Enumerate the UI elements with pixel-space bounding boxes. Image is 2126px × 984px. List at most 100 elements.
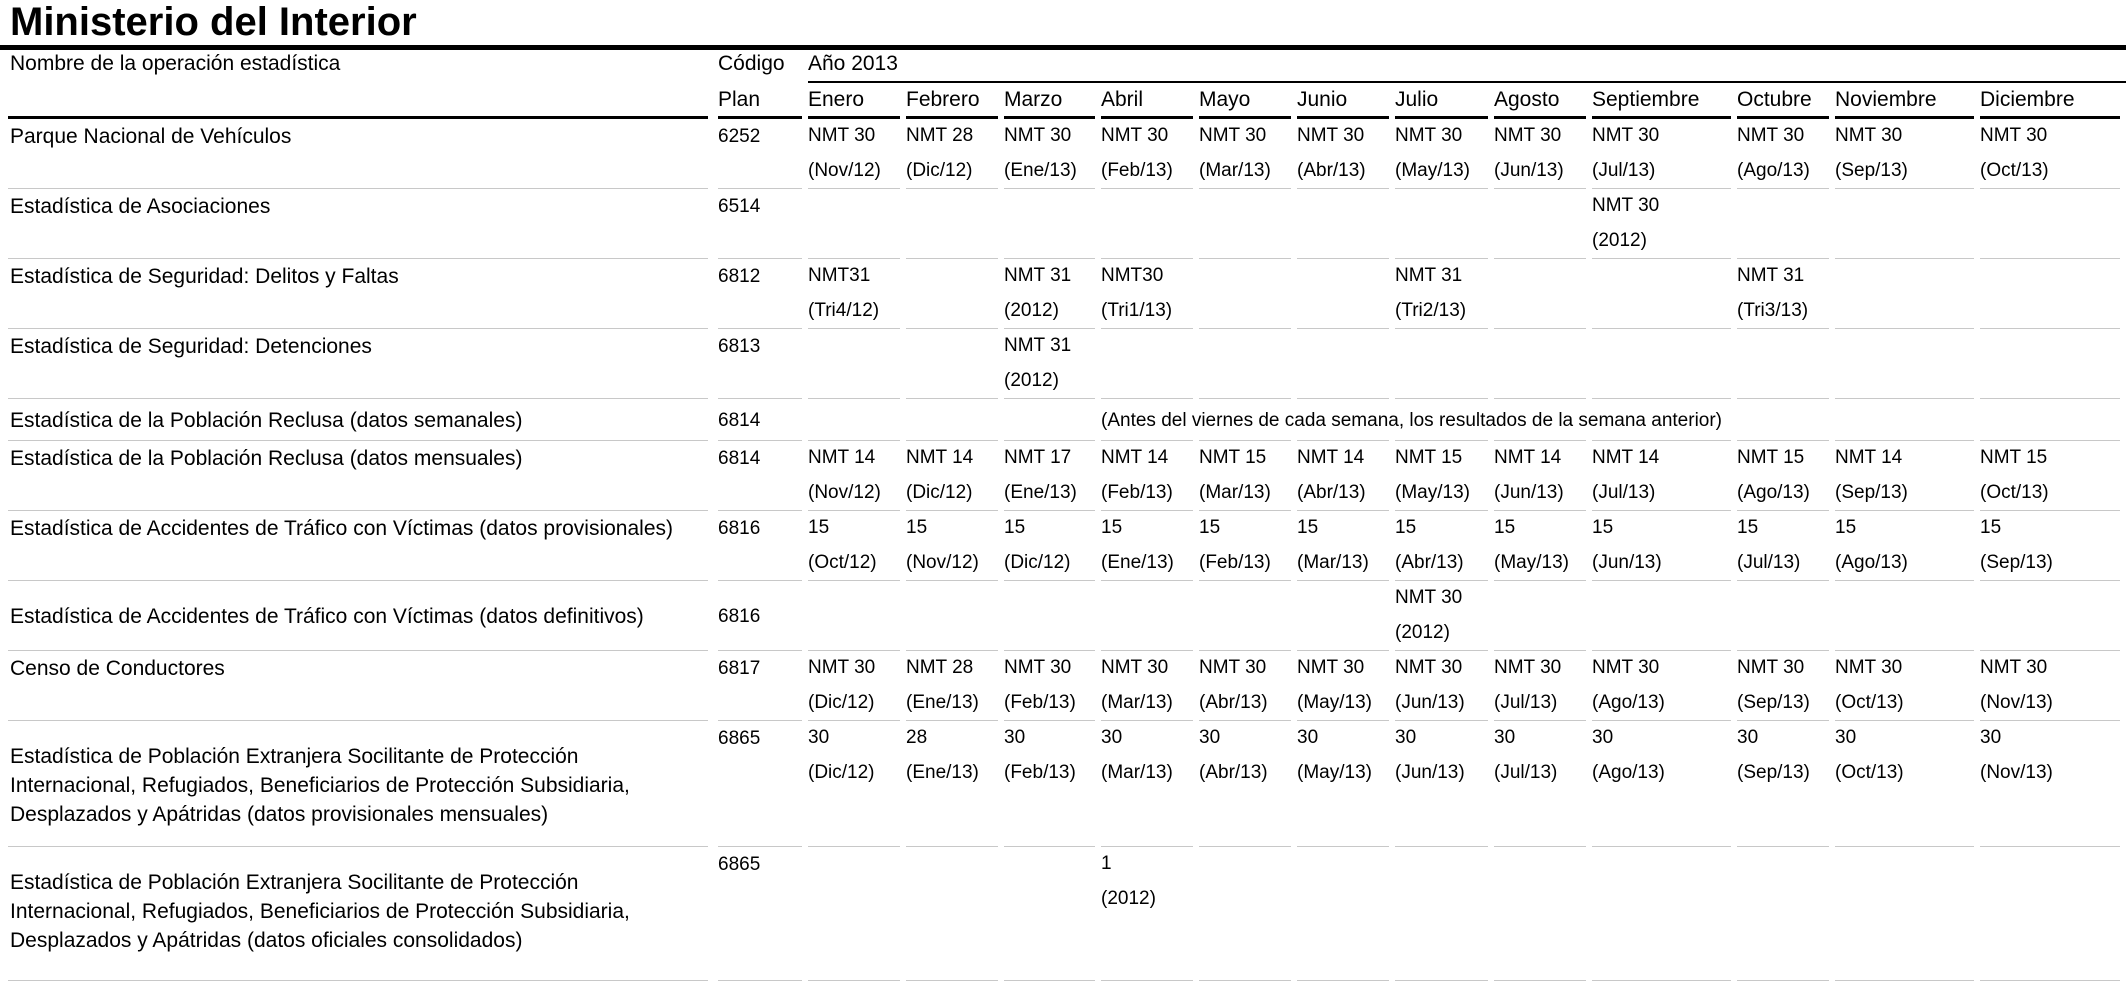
- header-rule: [1980, 116, 2120, 119]
- row-divider: [1592, 398, 1731, 399]
- row-divider: [1494, 580, 1586, 581]
- operation-name: Estadística de la Población Reclusa (dat…: [10, 409, 523, 432]
- schedule-cell: (2012): [1004, 370, 1059, 391]
- row-divider: [1297, 328, 1389, 329]
- row-divider: [8, 258, 708, 259]
- row-divider: [808, 188, 900, 189]
- schedule-note: (Antes del viernes de cada semana, los r…: [1101, 410, 1723, 431]
- schedule-cell: (2012): [1004, 300, 1059, 321]
- schedule-cell: (Jul/13): [1494, 692, 1558, 713]
- schedule-cell: 15: [1592, 517, 1614, 538]
- row-divider: [1004, 398, 1095, 399]
- row-divider: [1980, 580, 2120, 581]
- schedule-cell: (Ago/13): [1592, 692, 1665, 713]
- row-divider: [718, 510, 802, 511]
- row-divider: [1004, 188, 1095, 189]
- row-divider: [906, 846, 998, 847]
- schedule-cell: (Tri3/13): [1737, 300, 1809, 321]
- operation-name: Estadística de Seguridad: Delitos y Falt…: [10, 265, 399, 288]
- title-rule: [0, 45, 2126, 50]
- schedule-cell: (Ago/13): [1835, 552, 1908, 573]
- schedule-cell: 30: [1737, 727, 1759, 748]
- row-divider: [1004, 720, 1095, 721]
- row-divider: [1101, 650, 1193, 651]
- schedule-cell: (Mar/13): [1101, 762, 1173, 783]
- row-divider: [1737, 258, 1829, 259]
- row-divider: [808, 328, 900, 329]
- row-divider: [1199, 980, 1291, 981]
- row-divider: [8, 510, 708, 511]
- schedule-cell: (Sep/13): [1980, 552, 2053, 573]
- schedule-cell: NMT 30: [808, 125, 876, 146]
- schedule-cell: (2012): [1395, 622, 1450, 643]
- schedule-cell: NMT 30: [1101, 657, 1169, 678]
- row-divider: [1101, 720, 1193, 721]
- row-divider: [906, 328, 998, 329]
- row-divider: [718, 258, 802, 259]
- schedule-cell: 15: [1004, 517, 1026, 538]
- row-divider: [808, 258, 900, 259]
- row-divider: [1592, 188, 1731, 189]
- schedule-cell: NMT 14: [808, 447, 876, 468]
- row-divider: [1297, 580, 1389, 581]
- row-divider: [906, 720, 998, 721]
- row-divider: [1494, 846, 1586, 847]
- schedule-cell: (Jun/13): [1395, 692, 1465, 713]
- row-divider: [1737, 188, 1829, 189]
- operation-name: Censo de Conductores: [10, 657, 225, 680]
- schedule-cell: (Mar/13): [1297, 552, 1369, 573]
- schedule-cell: (Feb/13): [1101, 482, 1173, 503]
- schedule-cell: (Sep/13): [1737, 692, 1810, 713]
- schedule-cell: (Oct/13): [1835, 762, 1904, 783]
- schedule-cell: 30: [1395, 727, 1417, 748]
- plan-code: 6813: [718, 336, 761, 357]
- schedule-cell: NMT 14: [1494, 447, 1562, 468]
- schedule-cell: 28: [906, 727, 928, 748]
- schedule-cell: (Tri4/12): [808, 300, 880, 321]
- row-divider: [1199, 650, 1291, 651]
- row-divider: [1297, 980, 1389, 981]
- schedule-cell: NMT 30: [1494, 125, 1562, 146]
- month-header: Agosto: [1494, 88, 1560, 111]
- row-divider: [808, 650, 900, 651]
- schedule-cell: 15: [1835, 517, 1857, 538]
- page-title: Ministerio del Interior: [10, 0, 417, 44]
- schedule-cell: 30: [1101, 727, 1123, 748]
- row-divider: [1494, 720, 1586, 721]
- row-divider: [1395, 846, 1488, 847]
- row-divider: [1395, 258, 1488, 259]
- row-divider: [1004, 580, 1095, 581]
- schedule-cell: (Mar/13): [1199, 160, 1271, 181]
- row-divider: [1494, 980, 1586, 981]
- schedule-cell: 15: [1980, 517, 2002, 538]
- schedule-cell: (Sep/13): [1835, 160, 1908, 181]
- schedule-cell: NMT 30: [1395, 657, 1463, 678]
- header-rule: [1297, 116, 1389, 119]
- schedule-cell: 15: [1199, 517, 1221, 538]
- row-divider: [808, 720, 900, 721]
- row-divider: [8, 580, 708, 581]
- row-divider: [1395, 580, 1488, 581]
- row-divider: [1737, 580, 1829, 581]
- plan-code: 6865: [718, 728, 761, 749]
- row-divider: [1395, 650, 1488, 651]
- row-divider: [1835, 188, 1974, 189]
- schedule-cell: NMT30: [1101, 265, 1164, 286]
- schedule-cell: (Oct/13): [1980, 482, 2049, 503]
- row-divider: [1980, 846, 2120, 847]
- row-divider: [906, 440, 998, 441]
- schedule-cell: NMT 28: [906, 125, 974, 146]
- month-header: Diciembre: [1980, 88, 2075, 111]
- year-header: Año 2013: [808, 52, 898, 75]
- schedule-cell: 30: [1297, 727, 1319, 748]
- row-divider: [1004, 510, 1095, 511]
- schedule-cell: NMT 30: [1494, 657, 1562, 678]
- schedule-cell: (Feb/13): [1199, 552, 1271, 573]
- schedule-cell: (Ene/13): [906, 692, 979, 713]
- schedule-cell: (Ago/13): [1737, 160, 1810, 181]
- operation-name: Estadística de Población Extranjera Soci…: [10, 871, 630, 952]
- schedule-cell: (Nov/13): [1980, 692, 2053, 713]
- row-divider: [1101, 398, 1193, 399]
- row-divider: [808, 510, 900, 511]
- row-divider: [1494, 188, 1586, 189]
